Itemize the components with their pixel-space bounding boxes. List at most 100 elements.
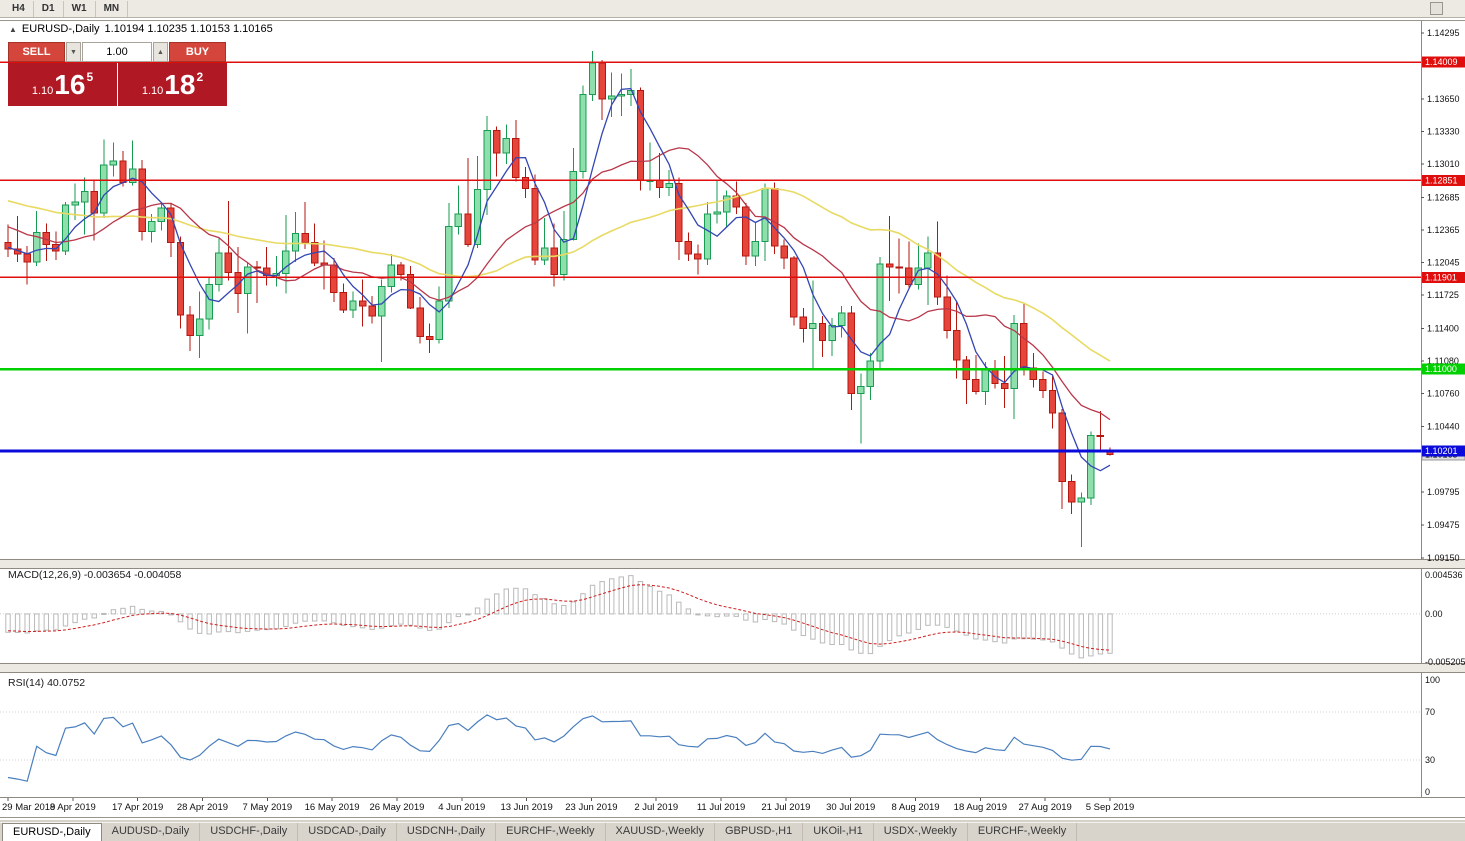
candle-body xyxy=(473,189,482,246)
candle-body xyxy=(80,191,89,203)
candle-body xyxy=(358,300,367,307)
chart-canvas[interactable]: 1.14295 1.13650 1.13330 1.13010 1.12685 1.123… xyxy=(0,20,1465,818)
rsi-axis-label: 100 xyxy=(1425,675,1440,685)
sell-button[interactable]: SELL xyxy=(8,42,65,62)
macd-histogram-bar xyxy=(781,613,787,625)
candle-body xyxy=(349,300,357,311)
macd-histogram-bar xyxy=(1040,613,1046,641)
timeframe-button-d1[interactable]: D1 xyxy=(34,0,64,17)
candle-body xyxy=(617,94,625,97)
candle-body xyxy=(195,318,204,337)
date-label: 28 Apr 2019 xyxy=(177,802,228,813)
symbol-tab-eurusd-daily[interactable]: EURUSD-,Daily xyxy=(2,823,102,841)
candle-body xyxy=(885,263,894,268)
candle-body xyxy=(205,284,213,320)
macd-histogram-bar xyxy=(532,594,538,615)
macd-histogram-bar xyxy=(34,613,40,632)
candle-body xyxy=(828,324,836,342)
candle-body xyxy=(138,168,146,232)
candle-body xyxy=(109,160,118,166)
symbol-tab-usdx-weekly[interactable]: USDX-,Weekly xyxy=(874,823,968,841)
candle-body xyxy=(1058,412,1066,482)
symbol-tab-ukoil-h1[interactable]: UKOil-,H1 xyxy=(803,823,874,841)
symbol-tab-gbpusd-h1[interactable]: GBPUSD-,H1 xyxy=(715,823,804,841)
macd-histogram-bar xyxy=(944,613,950,628)
candle-body xyxy=(790,257,798,318)
candle-body xyxy=(866,360,875,388)
candle-body xyxy=(445,225,453,302)
rsi-axis-label: 70 xyxy=(1425,707,1435,717)
sell-price-superscript: 5 xyxy=(86,69,94,84)
date-label: 23 Jun 2019 xyxy=(565,802,617,813)
macd-histogram-bar xyxy=(1078,613,1084,659)
macd-histogram-bar xyxy=(484,598,490,615)
candle-body xyxy=(521,176,530,190)
macd-histogram-bar xyxy=(350,613,356,628)
candle-body xyxy=(1039,378,1047,392)
macd-histogram-bar xyxy=(570,601,577,615)
macd-histogram-bar xyxy=(695,613,701,616)
panel-splitter[interactable] xyxy=(0,663,1465,673)
macd-histogram-bar xyxy=(417,613,423,629)
date-label: 11 Jul 2019 xyxy=(697,802,745,813)
candle-body xyxy=(742,206,750,257)
macd-histogram-bar xyxy=(810,613,816,640)
collapse-one-click-icon[interactable]: ▲ xyxy=(9,24,17,34)
lot-decrease-button[interactable]: ▼ xyxy=(66,42,81,62)
macd-histogram-bar xyxy=(704,613,711,617)
timeframe-button-h4[interactable]: H4 xyxy=(4,0,34,17)
symbol-tab-usdchf-daily[interactable]: USDCHF-,Daily xyxy=(200,823,299,841)
symbol-tab-xauusd-weekly[interactable]: XAUUSD-,Weekly xyxy=(606,823,715,841)
macd-histogram-bar xyxy=(1088,613,1094,657)
macd-histogram-bar xyxy=(5,613,11,633)
date-label: 13 Jun 2019 xyxy=(500,802,552,813)
macd-histogram-bar xyxy=(647,586,653,615)
toolbar-corner-button[interactable] xyxy=(1430,2,1443,15)
candle-body xyxy=(23,253,31,263)
macd-histogram-bar xyxy=(637,581,644,615)
candle-body xyxy=(330,264,338,294)
macd-histogram-bar xyxy=(1107,613,1113,654)
panel-splitter[interactable] xyxy=(0,559,1465,569)
macd-histogram-bar xyxy=(14,613,21,633)
candle-body xyxy=(751,241,760,257)
candle-body xyxy=(627,90,635,96)
macd-histogram-bar xyxy=(1097,613,1104,655)
lot-size-input[interactable] xyxy=(82,42,152,62)
lot-increase-button[interactable]: ▲ xyxy=(153,42,168,62)
symbol-tab-audusd-daily[interactable]: AUDUSD-,Daily xyxy=(102,823,201,841)
candle-body xyxy=(684,241,693,255)
candle-body xyxy=(397,264,405,275)
buy-button[interactable]: BUY xyxy=(169,42,226,62)
candle-body xyxy=(1096,435,1105,438)
macd-histogram-bar xyxy=(244,613,251,632)
macd-histogram-bar xyxy=(1001,613,1008,644)
rsi-axis-label: 0 xyxy=(1425,787,1430,797)
candle-body xyxy=(119,160,127,183)
timeframe-button-w1[interactable]: W1 xyxy=(64,0,96,17)
candle-body xyxy=(1000,383,1009,390)
sell-quote-button[interactable]: 1.10 16 5 xyxy=(8,63,117,106)
macd-histogram-bar xyxy=(264,613,270,631)
macd-histogram-bar xyxy=(110,609,117,615)
macd-histogram-bar xyxy=(896,613,902,637)
macd-histogram-bar xyxy=(992,613,998,643)
price-level-badge xyxy=(1422,363,1465,375)
symbol-tab-eurchf-weekly[interactable]: EURCHF-,Weekly xyxy=(968,823,1078,841)
symbol-tab-eurchf-weekly[interactable]: EURCHF-,Weekly xyxy=(496,823,606,841)
macd-histogram-bar xyxy=(24,613,30,634)
timeframe-button-mn[interactable]: MN xyxy=(96,0,129,17)
symbol-tab-usdcnh-daily[interactable]: USDCNH-,Daily xyxy=(397,823,497,841)
date-label: 27 Aug 2019 xyxy=(1018,802,1071,813)
symbol-tab-usdcad-daily[interactable]: USDCAD-,Daily xyxy=(298,823,397,841)
macd-histogram-bar xyxy=(838,613,845,645)
macd-histogram-bar xyxy=(196,613,203,634)
macd-histogram-bar xyxy=(551,603,557,615)
buy-quote-button[interactable]: 1.10 18 2 xyxy=(118,63,227,106)
date-label: 8 Aug 2019 xyxy=(891,802,939,813)
candle-body xyxy=(799,316,808,329)
date-label: 26 May 2019 xyxy=(369,802,424,813)
macd-histogram-bar xyxy=(187,613,193,630)
candle-body xyxy=(1020,322,1028,369)
macd-histogram-bar xyxy=(771,613,778,623)
